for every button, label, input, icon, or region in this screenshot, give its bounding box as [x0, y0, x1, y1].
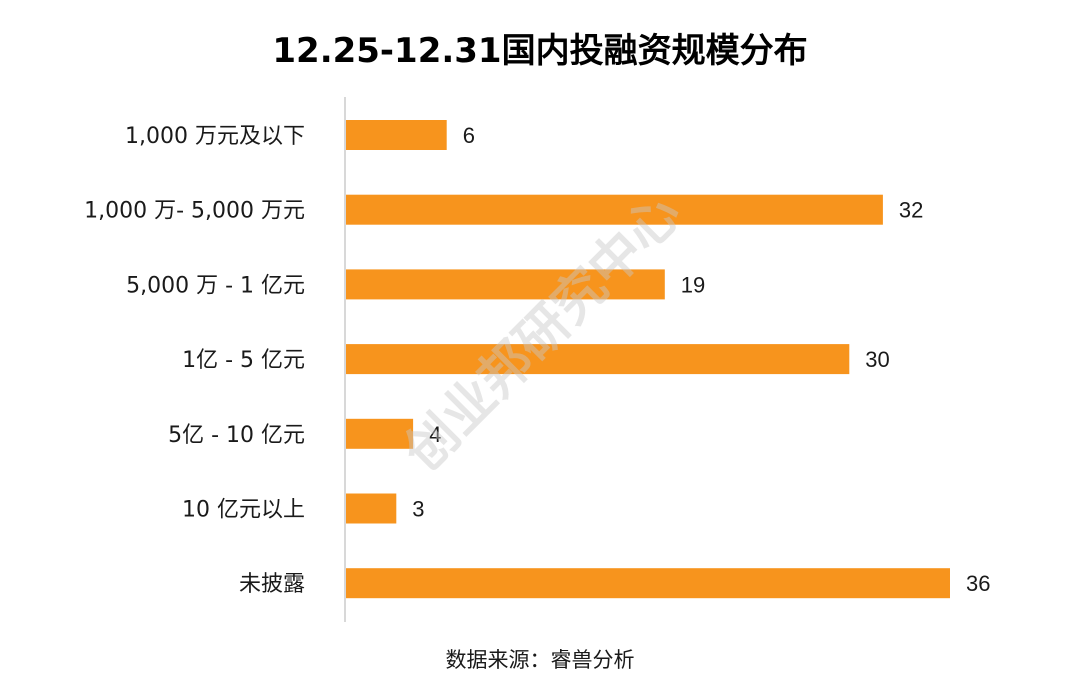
category-label: 1亿 - 5 亿元: [182, 348, 305, 373]
value-label: 6: [463, 123, 475, 148]
watermark: 创业邦研究中心: [392, 183, 693, 484]
bar: [346, 194, 883, 225]
value-label: 3: [412, 497, 424, 522]
category-label: 5亿 - 10 亿元: [168, 423, 305, 448]
value-label: 19: [681, 272, 705, 297]
value-label: 32: [899, 198, 923, 223]
category-label: 5,000 万 - 1 亿元: [126, 273, 305, 298]
bar: [346, 344, 850, 375]
category-label: 未披露: [239, 572, 305, 597]
bars-layer: [346, 120, 950, 599]
value-label: 30: [865, 347, 889, 372]
bar: [346, 418, 414, 449]
value-label: 4: [429, 422, 441, 447]
bar: [346, 568, 950, 599]
category-label: 10 亿元以上: [182, 498, 305, 523]
bar: [346, 493, 397, 524]
bar: [346, 120, 447, 150]
category-label: 1,000 万元及以下: [125, 124, 305, 149]
category-label: 1,000 万- 5,000 万元: [84, 199, 305, 224]
bar: [346, 269, 665, 300]
value-label: 36: [966, 571, 990, 596]
labels-layer: 1,000 万元及以下 6 1,000 万- 5,000 万元 32 5,000 万 -…: [84, 123, 990, 597]
chart-title: 12.25-12.31国内投融资规模分布: [272, 31, 807, 71]
source-note: 数据来源：睿兽分析: [446, 648, 635, 672]
